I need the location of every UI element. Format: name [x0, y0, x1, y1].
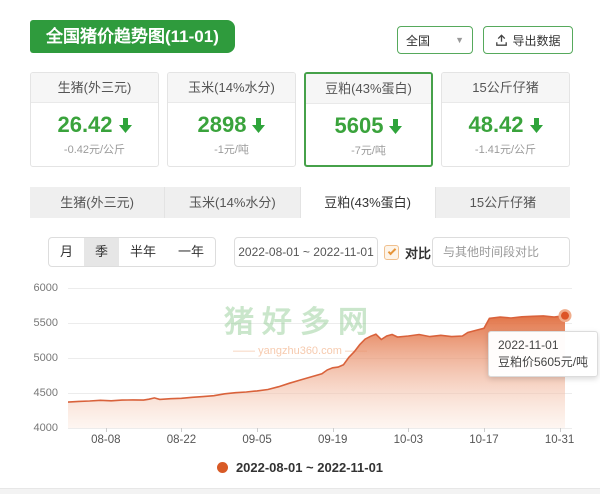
price-area-chart[interactable] — [68, 288, 572, 429]
watermark-logo-text: 猪好多网 — [224, 306, 376, 339]
x-axis-tick — [483, 428, 485, 432]
period-button-group: 月 季 半年 一年 — [48, 237, 217, 267]
card-price: 2898 — [197, 112, 247, 137]
upload-icon — [496, 33, 508, 46]
period-year-button[interactable]: 一年 — [178, 244, 205, 259]
chart-legend[interactable]: 2022-08-01 ~ 2022-11-01 — [0, 460, 600, 475]
x-axis-tick — [181, 428, 183, 432]
compare-checkbox[interactable] — [384, 244, 399, 260]
card-doupo[interactable]: 豆粕(43%蛋白) 5605 -7元/吨 — [304, 72, 433, 167]
card-change: -0.42元/公斤 — [63, 144, 126, 156]
card-title: 玉米(14%水分) — [168, 73, 295, 103]
arrow-down-icon — [389, 118, 403, 134]
y-gridline — [68, 288, 572, 289]
x-axis-tick — [257, 428, 259, 432]
y-gridline — [68, 323, 572, 324]
card-title: 豆粕(43%蛋白) — [306, 74, 431, 104]
card-title: 15公斤仔猪 — [442, 73, 569, 103]
tooltip-date: 2022-11-01 — [498, 338, 559, 352]
tab-doupo[interactable]: 豆粕(43%蛋白) — [300, 187, 436, 218]
card-yumi[interactable]: 玉米(14%水分) 2898 -1元/吨 — [167, 72, 296, 167]
chart-tooltip: 2022-11-01 豆粕价5605元/吨 — [488, 331, 599, 377]
compare-period-input[interactable] — [432, 237, 570, 267]
page-title: 全国猪价趋势图(11-01) — [30, 20, 235, 53]
period-month-button[interactable]: 月 — [60, 244, 74, 259]
x-axis-tick — [105, 428, 107, 432]
card-change: -1元/吨 — [214, 144, 249, 156]
card-change: -7元/吨 — [351, 145, 386, 157]
x-axis-tick — [332, 428, 334, 432]
x-axis-label: 08-22 — [166, 434, 197, 446]
date-range-picker[interactable]: 2022-08-01 ~ 2022-11-01 — [234, 237, 378, 267]
y-gridline — [68, 428, 572, 429]
card-zizhu[interactable]: 15公斤仔猪 48.42 -1.41元/公斤 — [441, 72, 570, 167]
y-axis-label: 6000 — [33, 282, 58, 294]
legend-dot-icon — [216, 462, 228, 473]
y-axis-label: 5500 — [33, 317, 58, 329]
legend-label: 2022-08-01 ~ 2022-11-01 — [235, 460, 384, 475]
x-axis-label: 10-31 — [544, 434, 575, 446]
tab-yumi[interactable]: 玉米(14%水分) — [165, 187, 301, 218]
tab-zizhu[interactable]: 15公斤仔猪 — [435, 187, 570, 218]
area-fill — [68, 315, 565, 428]
card-price: 5605 — [334, 113, 384, 138]
y-axis-label: 4000 — [33, 422, 58, 434]
x-axis-tick — [408, 428, 410, 432]
period-halfyear-button[interactable]: 半年 — [130, 244, 157, 259]
compare-label: 对比 — [405, 245, 432, 261]
x-axis-label: 09-19 — [317, 434, 348, 446]
check-icon — [387, 246, 397, 255]
arrow-down-icon — [118, 117, 132, 133]
card-change: -1.41元/公斤 — [474, 144, 537, 156]
y-axis-label: 5000 — [33, 352, 58, 364]
x-axis-label: 10-03 — [393, 434, 424, 446]
period-quarter-button[interactable]: 季 — [84, 238, 120, 266]
region-select[interactable]: 全国 ▼ — [397, 26, 473, 54]
x-axis-tick — [559, 428, 561, 432]
watermark: 猪好多网 yangzhu360.com — [180, 297, 420, 357]
chevron-down-icon: ▼ — [455, 35, 464, 45]
watermark-site-url: yangzhu360.com — [180, 345, 420, 357]
price-cards-row: 生猪(外三元) 26.42 -0.42元/公斤 玉米(14%水分) 2898 -… — [30, 72, 570, 167]
tab-shengzhu[interactable]: 生猪(外三元) — [30, 187, 166, 218]
y-axis-label: 4500 — [33, 387, 58, 399]
region-select-value: 全国 — [406, 33, 431, 48]
export-data-label: 导出数据 — [512, 33, 561, 48]
export-data-button[interactable]: 导出数据 — [483, 26, 573, 54]
y-gridline — [68, 358, 572, 359]
x-axis-label: 09-05 — [242, 434, 272, 446]
card-shengzhu[interactable]: 生猪(外三元) 26.42 -0.42元/公斤 — [30, 72, 159, 167]
arrow-down-icon — [252, 117, 266, 133]
bottom-divider — [0, 488, 600, 494]
tooltip-value: 豆粕价5605元/吨 — [498, 355, 589, 369]
card-price: 26.42 — [57, 112, 113, 137]
commodity-tabs: 生猪(外三元) 玉米(14%水分) 豆粕(43%蛋白) 15公斤仔猪 — [30, 187, 570, 218]
x-axis-label: 10-17 — [469, 434, 499, 446]
card-price: 48.42 — [468, 112, 524, 137]
card-title: 生猪(外三元) — [31, 73, 158, 103]
arrow-down-icon — [529, 117, 543, 133]
x-axis-label: 08-08 — [91, 434, 121, 446]
last-point-marker — [561, 311, 569, 320]
compare-control: 对比 — [384, 237, 431, 267]
price-line — [68, 314, 566, 403]
